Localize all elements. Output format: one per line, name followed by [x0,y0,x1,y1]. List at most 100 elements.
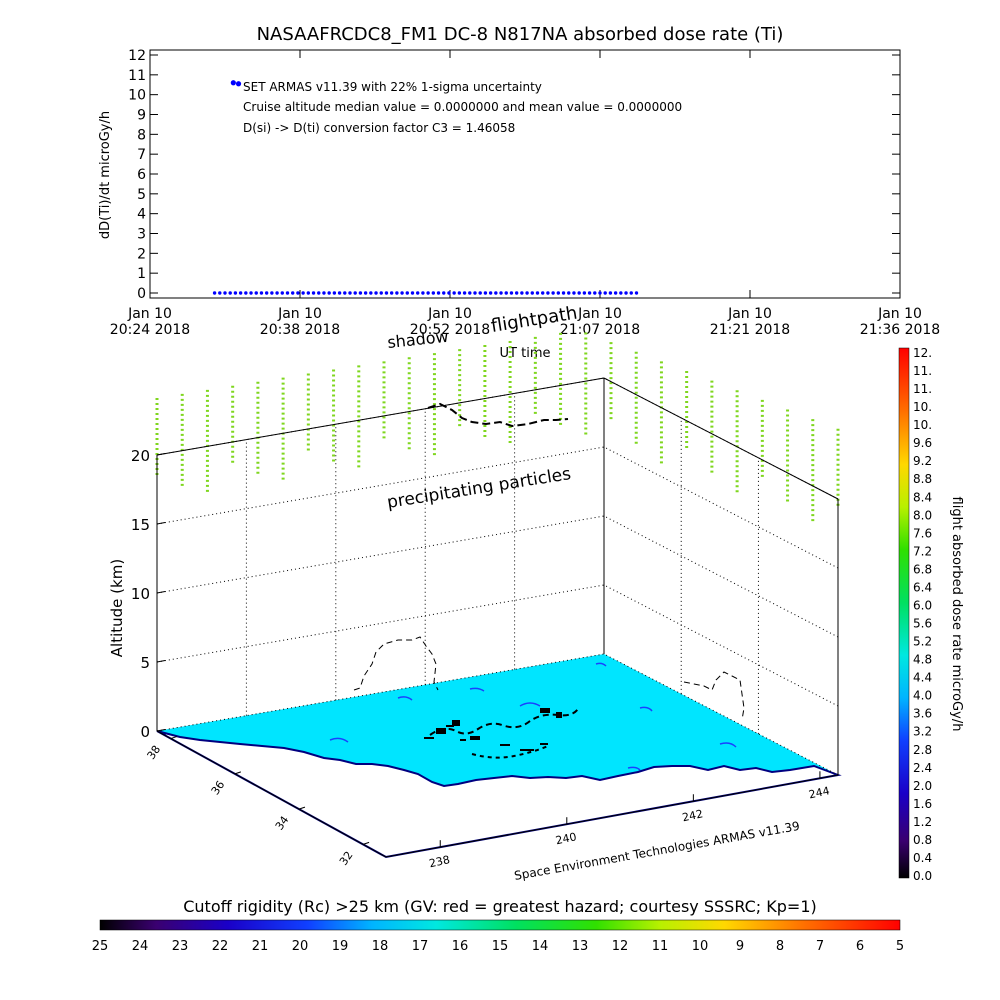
data-point [389,291,394,295]
data-point [353,291,357,295]
data-point [421,291,425,295]
dose-colorbar [898,347,910,879]
dose-colorbar-tick-label: 4.4 [913,671,932,685]
rigidity-colorbar-tick-label: 24 [132,939,149,954]
dose-colorbar-tick-label: 8.8 [913,472,932,486]
rigidity-colorbar-tick-label: 14 [532,939,549,954]
top-y-tick-label: 7 [137,147,146,163]
top-x-tick-label-date: Jan 10 [877,306,922,322]
altitude-tick-label: 10 [131,585,150,603]
top-y-tick-label: 10 [128,88,146,104]
top-x-tick-label-time: 21:21 2018 [710,322,790,338]
latitude-tick [298,806,306,810]
data-point [311,291,316,295]
data-point [572,291,576,295]
rigidity-colorbar-tick-label: 19 [332,939,349,954]
rigidity-colorbar-tick-label: 10 [692,939,709,954]
label-credit: Space Environment Technologies ARMAS v11… [513,819,801,883]
top-y-tick-label: 11 [128,68,146,84]
data-point [619,291,623,295]
rigidity-colorbar-tick-label: 12 [612,939,629,954]
altitude-ticks: 0 5 10 15 20 [131,447,166,741]
data-point [327,291,331,295]
data-point [395,291,399,295]
data-point [551,291,555,295]
data-point [468,291,472,295]
data-point [457,291,462,295]
altitude-tick [156,522,166,525]
data-point [369,291,373,295]
shadow-curtain-right [683,671,745,721]
box-edge [156,730,387,858]
data-point [254,291,258,295]
dose-colorbar-tick-label: 4.8 [913,653,932,667]
altitude-tick [156,729,166,732]
top-plot-frame [149,49,901,299]
dose-colorbar-tick-label: 10. [913,400,932,414]
rigidity-colorbar-tick-label: 17 [412,939,429,954]
data-point [478,291,482,295]
dose-colorbar-tick-label: 4.0 [913,689,932,703]
top-x-axis-label: UT time [500,346,551,361]
rigidity-colorbar-tick-label: 8 [776,939,784,954]
data-point [442,291,446,295]
data-point [410,291,415,295]
data-point [348,291,352,295]
latitude-tick-label: 32 [337,849,356,868]
data-point [541,291,545,295]
annotation-3: D(si) -> D(ti) conversion factor C3 = 1.… [243,121,515,135]
top-y-tick-label: 4 [137,207,146,223]
flightpath [427,402,569,428]
map-land [156,730,842,859]
rigidity-colorbar-tick-label: 25 [92,939,109,954]
data-point [343,291,347,295]
altitude-tick-label: 5 [140,654,150,672]
data-point [301,291,305,295]
latitude-tick-label: 38 [145,743,164,762]
data-point [629,291,633,295]
dose-colorbar-tick-label: 5.6 [913,617,932,631]
data-point [431,291,436,295]
data-point [249,291,253,295]
top-y-tick-label: 8 [137,127,146,143]
longitude-tick-label: 244 [808,784,831,801]
data-point [379,291,383,295]
dose-colorbar-tick-label: 6.0 [913,598,932,612]
top-x-tick-label-time: 20:52 2018 [410,322,490,338]
dose-colorbar-tick-label: 7.6 [913,526,932,540]
altitude-tick-label: 15 [131,516,150,534]
data-point [306,291,311,295]
rigidity-colorbar-tick-label: 7 [816,939,824,954]
data-point [593,291,597,295]
data-point [228,291,232,295]
rigidity-colorbar-tick-label: 11 [652,939,669,954]
data-point [270,291,274,295]
3d-box [156,377,839,858]
data-point [535,291,540,295]
top-x-tick-label-time: 20:24 2018 [110,322,190,338]
top-y-tick-label: 3 [137,227,146,243]
data-point [530,291,534,295]
data-point [400,291,404,295]
data-point [587,291,592,295]
data-point [582,291,587,295]
precipitating-particles-field [155,332,840,524]
altitude-tick [156,591,166,594]
dose-colorbar-tick-label: 6.4 [913,580,932,594]
dose-colorbar-tick-label: 2.0 [913,779,932,793]
top-y-tick-label: 2 [137,246,146,262]
data-point [322,291,326,295]
data-point [264,291,269,295]
annotation-1: SET ARMAS v11.39 with 22% 1-sigma uncert… [243,80,542,94]
latitude-tick [234,771,242,775]
data-point [525,291,529,295]
data-point [332,291,337,295]
data-point [473,291,477,295]
top-y-tick-label: 6 [137,167,146,183]
data-point [230,80,236,86]
data-point [337,291,342,295]
longitude-tick-label: 240 [554,830,577,847]
data-point [577,291,581,295]
rigidity-colorbar-tick-label: 21 [252,939,269,954]
